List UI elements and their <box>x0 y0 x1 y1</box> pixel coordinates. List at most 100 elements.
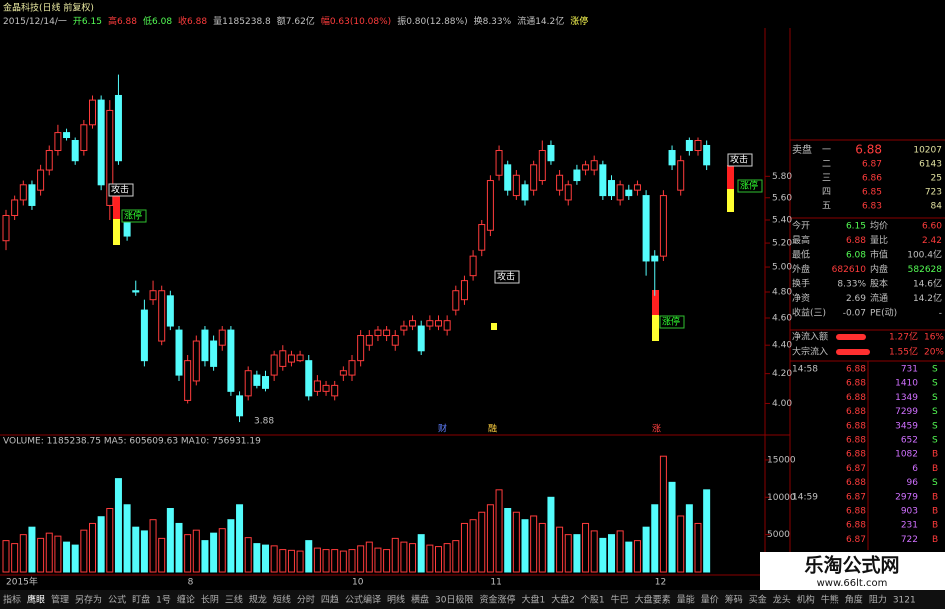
volume-bar <box>262 544 269 573</box>
tab[interactable]: 30日极限 <box>435 594 473 606</box>
candle-body <box>348 360 356 376</box>
y-tick-label: 4.80 <box>772 287 792 297</box>
stat-value: 6.15 <box>846 222 866 232</box>
tab[interactable]: 阻力 <box>869 594 887 606</box>
candle-body <box>486 180 494 231</box>
tab[interactable]: 资金涨停 <box>479 594 515 606</box>
flow-bar <box>836 349 870 355</box>
trade-time: 14:58 <box>792 365 818 375</box>
volume-bar <box>642 526 650 573</box>
tab[interactable]: 公式编译 <box>345 594 381 606</box>
candle-body <box>400 325 408 331</box>
candle-body <box>668 150 676 166</box>
tab[interactable]: 角度 <box>845 594 863 606</box>
tab[interactable]: 大盘1 <box>521 594 545 606</box>
candle-body <box>244 370 252 397</box>
volume-bar <box>140 530 148 573</box>
tab[interactable]: 鹰眼 <box>27 594 45 606</box>
tab[interactable]: 指标 <box>3 594 21 606</box>
book-title: 卖盘 <box>792 143 812 156</box>
candle-body <box>694 139 702 152</box>
candle-body <box>218 329 226 346</box>
candle-body <box>331 384 339 397</box>
trade-volume: 722 <box>901 535 918 545</box>
candle-body <box>45 150 53 171</box>
tab[interactable]: 三线 <box>225 594 243 606</box>
volume-bar <box>80 529 88 573</box>
volume-bar <box>253 543 261 573</box>
tab[interactable]: 大盘要素 <box>635 594 671 606</box>
tab[interactable]: 机构 <box>797 594 815 606</box>
quote-field: 量1185238.8 <box>213 16 271 27</box>
candle-body <box>210 340 218 367</box>
stat-label: 内盘 <box>870 263 888 275</box>
trade-price: 6.88 <box>846 407 866 417</box>
watermark-url: www.66lt.com <box>817 578 888 589</box>
tab[interactable]: 四趋 <box>321 594 339 606</box>
flow-pct: 16% <box>924 333 944 343</box>
annotation: 涨停 <box>124 210 142 222</box>
book-level: 二 <box>822 160 831 170</box>
candle-body <box>97 99 105 186</box>
candle-body <box>409 320 417 327</box>
volume-bar <box>469 519 477 573</box>
volume-bar <box>106 508 114 573</box>
tab[interactable]: 量能 <box>677 594 695 606</box>
candle-body <box>339 370 347 376</box>
annotation: 涨 <box>652 424 661 435</box>
annotation: 3.88 <box>254 417 274 427</box>
tab[interactable]: 缠论 <box>177 594 195 606</box>
annotation: 涨停 <box>662 316 680 328</box>
tab[interactable]: 盯盘 <box>132 594 150 606</box>
stat-label: 量比 <box>870 234 888 246</box>
tab[interactable]: 龙头 <box>773 594 791 606</box>
candle-body <box>184 360 192 401</box>
trade-side: S <box>932 407 938 417</box>
tab[interactable]: 筹码 <box>725 594 743 606</box>
candle-body <box>28 184 36 206</box>
tab[interactable]: 买金 <box>749 594 767 606</box>
candle-body <box>642 195 650 262</box>
volume-bar <box>218 528 226 573</box>
tab[interactable]: 管理 <box>51 594 69 606</box>
trade-price: 6.88 <box>846 478 866 488</box>
tab[interactable]: 分时 <box>297 594 315 606</box>
tab[interactable]: 横盘 <box>411 594 429 606</box>
stat-value: 6.08 <box>846 251 866 261</box>
tab[interactable]: 长阴 <box>201 594 219 606</box>
tab[interactable]: 1号 <box>156 595 171 606</box>
tab[interactable]: 牛熊 <box>821 594 839 606</box>
trade-price: 6.87 <box>846 535 866 545</box>
tab[interactable]: 公式 <box>108 594 126 606</box>
candle-body <box>192 340 200 382</box>
tab[interactable]: 另存为 <box>75 594 102 606</box>
tab[interactable]: 短线 <box>273 594 291 606</box>
tab[interactable]: 3121 <box>893 596 916 606</box>
stat-label: 流通 <box>870 292 888 304</box>
trade-side: B <box>932 507 938 517</box>
candle-body <box>305 360 313 397</box>
candle-body <box>89 99 96 126</box>
candle-body <box>37 169 45 191</box>
candle-body <box>149 290 157 301</box>
y-tick-label: 4.20 <box>772 369 792 379</box>
book-volume: 25 <box>931 174 942 184</box>
candle-body <box>530 164 538 191</box>
candle-body <box>469 255 477 277</box>
flow-label: 大宗流入 <box>792 346 828 358</box>
volume-bar <box>443 543 451 573</box>
stat-label: 换手 <box>792 278 810 290</box>
candle-body <box>504 164 512 191</box>
x-tick-label: 11 <box>490 578 501 588</box>
tab[interactable]: 规龙 <box>249 594 267 606</box>
tab[interactable]: 个股1 <box>581 595 605 606</box>
book-price: 6.86 <box>862 174 882 184</box>
volume-bar <box>530 515 538 573</box>
tab[interactable]: 牛巴 <box>611 594 629 606</box>
volume-bar <box>11 543 19 573</box>
tab[interactable]: 明线 <box>387 594 405 606</box>
tab[interactable]: 大盘2 <box>551 594 575 606</box>
annotation-box <box>737 179 763 193</box>
tab[interactable]: 量价 <box>701 595 719 606</box>
